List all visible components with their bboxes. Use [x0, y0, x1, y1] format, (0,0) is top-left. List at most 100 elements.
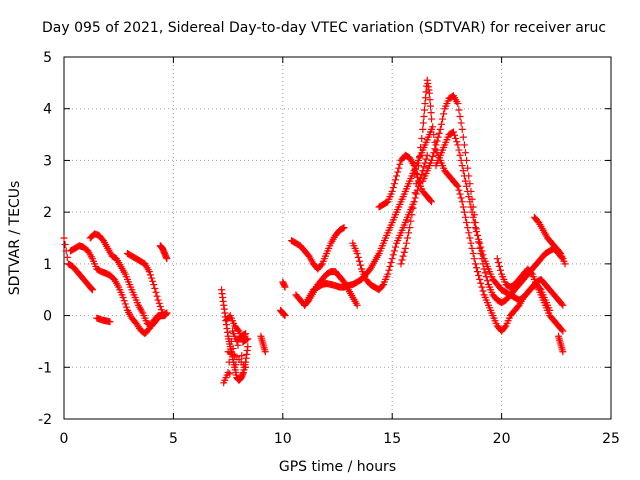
- data-point: [475, 271, 483, 279]
- data-point: [558, 326, 566, 334]
- data-point: [388, 255, 396, 263]
- data-point: [119, 293, 127, 301]
- data-point: [120, 297, 128, 305]
- data-point: [146, 271, 154, 279]
- x-tick-label: 15: [383, 431, 401, 447]
- data-point: [430, 131, 438, 139]
- data-point: [457, 194, 465, 202]
- series-s18: [419, 92, 567, 307]
- data-point: [456, 190, 464, 198]
- data-point: [399, 252, 407, 260]
- data-point: [494, 259, 502, 267]
- data-point: [151, 284, 159, 292]
- data-point: [390, 247, 398, 255]
- data-point: [455, 186, 463, 194]
- y-axis-label: SDTVAR / TECUs: [7, 181, 23, 296]
- data-point: [481, 269, 489, 277]
- data-point: [527, 269, 535, 277]
- data-point: [559, 327, 567, 335]
- data-point: [397, 260, 405, 268]
- data-point: [428, 156, 436, 164]
- data-point: [416, 153, 424, 161]
- data-point: [148, 274, 156, 282]
- data-point: [401, 244, 409, 252]
- data-point: [479, 287, 487, 295]
- data-point: [477, 279, 485, 287]
- data-point: [472, 228, 480, 236]
- data-point: [413, 171, 421, 179]
- data-point: [386, 262, 394, 270]
- data-point: [402, 239, 410, 247]
- data-point: [417, 144, 425, 151]
- data-point: [461, 213, 469, 221]
- data-point: [433, 137, 441, 145]
- data-point: [404, 234, 412, 242]
- data-point: [465, 193, 473, 201]
- data-point: [340, 224, 348, 232]
- data-point: [451, 131, 459, 139]
- data-point: [420, 106, 428, 114]
- series-s6: [156, 242, 171, 263]
- data-point: [234, 341, 242, 349]
- data-point: [281, 312, 289, 320]
- data-point: [388, 187, 396, 195]
- data-point: [317, 261, 325, 269]
- series-s10: [277, 306, 289, 320]
- data-point: [420, 112, 428, 120]
- data-point: [122, 303, 130, 311]
- data-point: [479, 251, 487, 259]
- data-point: [458, 125, 466, 133]
- data-point: [561, 260, 569, 268]
- x-tick-label: 5: [169, 431, 178, 447]
- data-point: [339, 224, 347, 232]
- data-point: [464, 187, 472, 195]
- data-point: [456, 112, 464, 120]
- series-s1: [60, 234, 96, 294]
- data-point: [157, 306, 165, 314]
- data-point: [426, 102, 434, 110]
- data-point: [468, 244, 476, 252]
- data-point: [419, 119, 427, 127]
- data-point: [426, 197, 434, 205]
- series-s3: [86, 230, 171, 330]
- data-point: [88, 286, 96, 294]
- data-point: [431, 145, 439, 153]
- data-point: [244, 343, 252, 351]
- data-point: [439, 115, 447, 123]
- data-point: [163, 255, 171, 263]
- data-point: [470, 218, 478, 226]
- data-point: [393, 172, 401, 180]
- data-point: [430, 149, 438, 157]
- series-s8: [222, 312, 252, 371]
- data-point: [150, 281, 158, 289]
- data-point: [152, 288, 160, 296]
- data-point: [420, 163, 428, 171]
- data-point: [155, 299, 163, 307]
- data-point: [354, 253, 362, 261]
- data-point: [408, 211, 416, 219]
- data-point: [464, 164, 472, 172]
- data-point: [455, 106, 463, 114]
- data-point: [425, 89, 433, 97]
- x-axis-label: GPS time / hours: [279, 459, 396, 475]
- data-point: [478, 283, 486, 291]
- series-s11: [279, 278, 289, 291]
- y-tick-label: -1: [38, 360, 52, 376]
- data-point: [428, 115, 436, 123]
- data-point: [427, 109, 435, 117]
- x-tick-label: 10: [274, 431, 292, 447]
- data-point: [389, 251, 397, 259]
- data-point: [356, 261, 364, 269]
- data-point: [239, 338, 247, 346]
- data-point: [497, 266, 505, 274]
- data-point: [460, 208, 468, 216]
- series-s12: [288, 224, 348, 273]
- data-point: [242, 363, 250, 371]
- data-point: [428, 198, 436, 206]
- data-point: [435, 129, 443, 137]
- data-point: [469, 213, 477, 221]
- data-point: [390, 180, 398, 188]
- data-point: [414, 162, 422, 170]
- data-point: [457, 156, 465, 164]
